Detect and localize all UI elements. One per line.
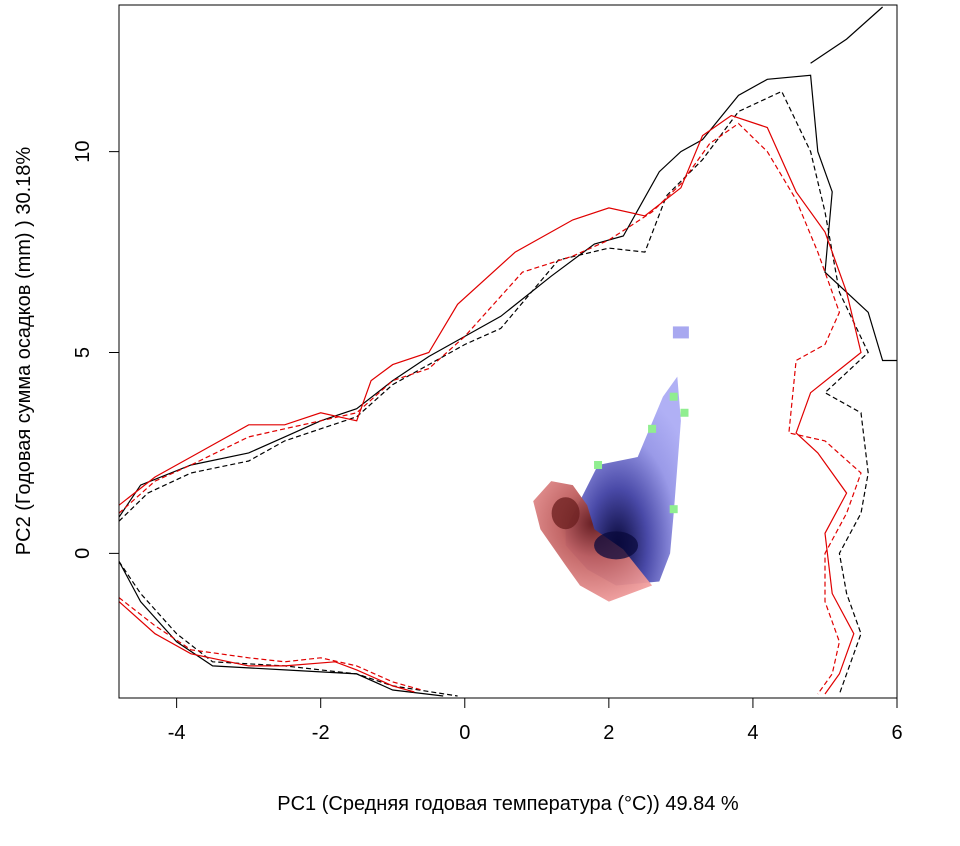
y-tick-label: 10 — [72, 141, 94, 163]
overlap-cell — [680, 408, 689, 417]
x-axis: -4 -2 0 2 4 6 — [168, 697, 903, 744]
contour-dashed-black-lower — [119, 561, 458, 697]
overlap-cell — [669, 392, 678, 401]
y-axis-title: PC2 (Годовая сумма осадков (mm) ) 30.18% — [13, 147, 35, 556]
contour-solid-black-upper — [119, 74, 897, 518]
contour-solid-red-upper — [119, 114, 862, 695]
x-tick-label: -2 — [312, 722, 330, 744]
contour-dashed-black-upper — [119, 90, 869, 695]
x-tick-label: 6 — [891, 722, 902, 744]
plot-area — [119, 6, 897, 697]
x-tick-label: -4 — [168, 722, 186, 744]
x-tick-label: 4 — [747, 722, 758, 744]
x-tick-label: 0 — [459, 722, 470, 744]
overlap-cell — [669, 505, 678, 514]
contour-solid-black-corner — [810, 6, 883, 64]
contour-solid-red-lower — [119, 601, 415, 693]
y-tick-label: 5 — [72, 347, 94, 358]
overlap-cell — [594, 460, 603, 469]
x-tick-label: 2 — [603, 722, 614, 744]
density-peak — [551, 497, 580, 530]
x-axis-title: PC1 (Средняя годовая температура (°C)) 4… — [277, 793, 739, 815]
y-tick-label: 0 — [72, 548, 94, 559]
y-axis: 0 5 10 — [72, 141, 120, 559]
species-b-island — [672, 326, 689, 339]
plot-frame — [118, 4, 898, 699]
contour-dashed-red-lower — [119, 597, 422, 691]
density-peak — [594, 531, 639, 560]
overlap-cell — [648, 424, 657, 433]
contour-dashed-red-upper — [119, 122, 862, 695]
contour-solid-black-lower — [119, 561, 444, 697]
